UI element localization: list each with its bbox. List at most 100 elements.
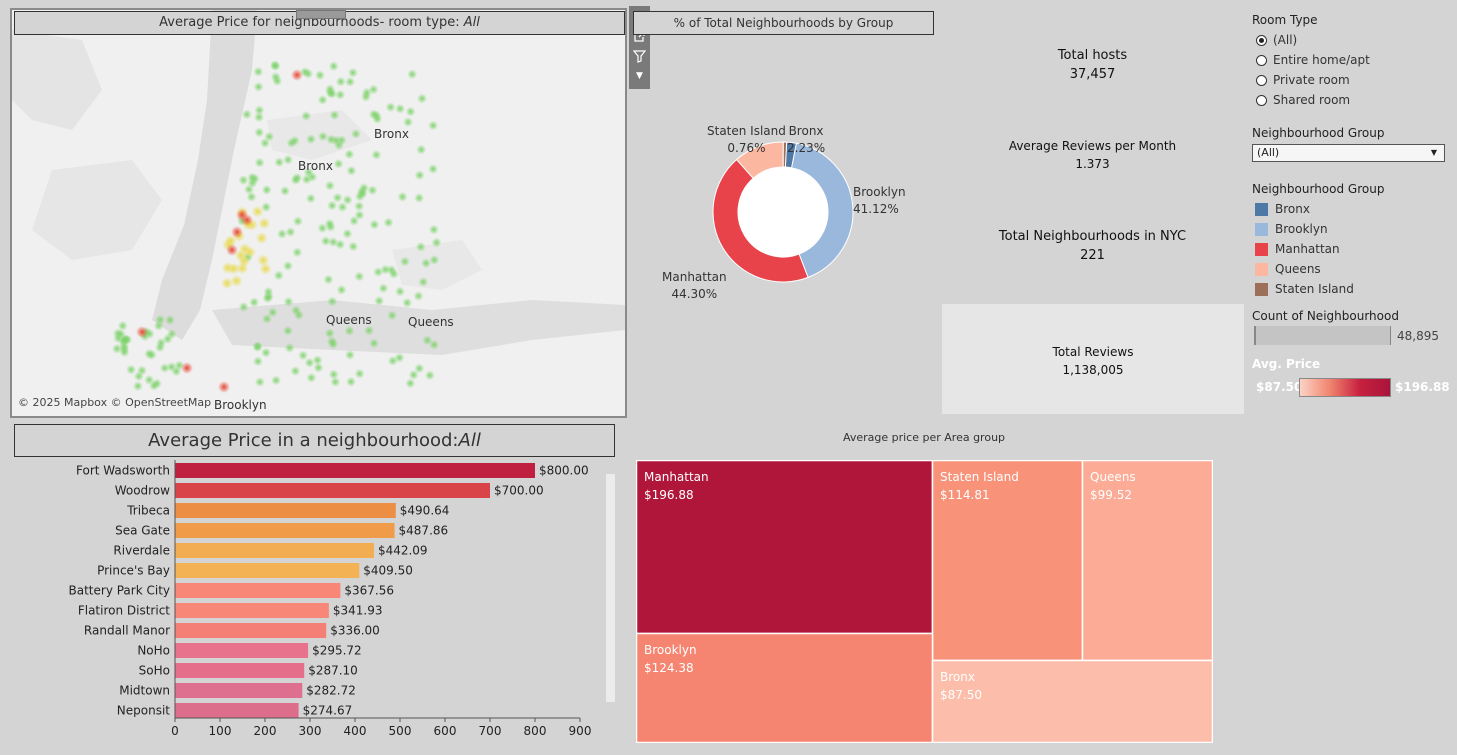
map-density-dot (312, 355, 323, 366)
bar[interactable] (175, 703, 299, 718)
avg-price-legend-title: Avg. Price (1252, 357, 1321, 371)
map-density-dot (359, 182, 370, 193)
map-density-dot (337, 202, 348, 213)
map-density-dot (405, 378, 416, 389)
x-tick-label: 300 (299, 724, 322, 738)
map-density-dot (303, 167, 314, 178)
bar[interactable] (175, 543, 374, 558)
map-label-queens: Queens (326, 313, 372, 327)
map-density-dot (251, 205, 264, 218)
neighbourhood-price-bar-chart[interactable]: Fort Wadsworth $800.00 Woodrow $700.00 Tribe… (10, 460, 610, 750)
bar[interactable] (175, 683, 303, 698)
kpi-avg-reviews: Average Reviews per Month 1.373 (975, 137, 1210, 173)
bar-chart-scrollbar[interactable] (606, 474, 615, 702)
radio-selected-icon[interactable] (1256, 34, 1267, 46)
bar-category-label: Tribeca (126, 504, 170, 518)
donut-label-staten-island-name: Staten Island (707, 124, 786, 138)
filter-icon[interactable] (629, 47, 650, 66)
map-density-dot (261, 202, 272, 213)
radio-icon[interactable] (1256, 74, 1267, 86)
treemap-cell-brooklyn[interactable] (636, 632, 934, 743)
bar[interactable] (175, 463, 535, 478)
kpi-total-reviews: Total Reviews 1,138,005 (942, 343, 1244, 379)
bar[interactable] (175, 503, 396, 518)
legend-item-brooklyn[interactable]: Brooklyn (1255, 222, 1328, 236)
legend-label: Manhattan (1275, 242, 1340, 256)
radio-icon[interactable] (1256, 94, 1267, 106)
radio-room-type-private[interactable]: Private room (1256, 73, 1350, 87)
bar[interactable] (175, 523, 395, 538)
legend-item-queens[interactable]: Queens (1255, 262, 1321, 276)
legend-item-manhattan[interactable]: Manhattan (1255, 242, 1340, 256)
map-density-dot (428, 120, 439, 131)
map-density-dot (252, 341, 263, 352)
map-density-dot (324, 180, 335, 191)
treemap-cell-value: $196.88 (644, 488, 694, 502)
bar-value-label: $336.00 (330, 624, 380, 638)
map-density-dot (324, 218, 335, 229)
radio-room-type-all[interactable]: (All) (1256, 33, 1297, 47)
map-density-dot (291, 69, 303, 81)
map-density-dot (418, 276, 429, 287)
drag-handle[interactable] (296, 10, 346, 19)
bar[interactable] (175, 563, 360, 578)
nyc-price-map[interactable] (12, 10, 625, 416)
kpi-avg-reviews-value: 1.373 (1075, 157, 1110, 171)
map-attribution[interactable]: © 2025 Mapbox © OpenStreetMap (18, 396, 212, 409)
map-density-dot (164, 315, 175, 326)
map-density-dot (277, 228, 288, 239)
treemap-cell-queens[interactable] (1081, 460, 1213, 662)
radio-icon[interactable] (1256, 54, 1267, 66)
map-density-dot (429, 254, 440, 265)
bar[interactable] (175, 603, 329, 618)
map-density-dot (181, 362, 193, 374)
map-density-dot (399, 256, 410, 267)
x-tick-label: 500 (389, 724, 412, 738)
map-density-dot (372, 113, 383, 124)
map-label-bronx-2: Bronx (298, 159, 333, 173)
donut-label-brooklyn-name: Brooklyn (853, 185, 906, 199)
treemap-cell-bronx[interactable] (931, 659, 1213, 743)
radio-room-type-entire[interactable]: Entire home/apt (1256, 53, 1370, 67)
bar[interactable] (175, 623, 327, 638)
treemap-cell-value: $124.38 (644, 661, 694, 675)
map-density-dot (264, 131, 275, 142)
donut-label-bronx-pct: 2.23% (787, 141, 826, 155)
radio-room-type-shared[interactable]: Shared room (1256, 93, 1350, 107)
map-density-dot (255, 232, 268, 245)
map-density-dot (234, 249, 247, 262)
bar[interactable] (175, 643, 309, 658)
legend-swatch (1255, 202, 1268, 216)
neighbourhood-group-select[interactable]: (All) ▼ (1252, 144, 1445, 162)
map-density-dot (336, 284, 347, 295)
bar[interactable] (175, 583, 341, 598)
map-panel[interactable]: Bronx Bronx Queens Queens Brooklyn © 202… (10, 8, 627, 418)
chevron-down-icon[interactable]: ▼ (1430, 148, 1437, 157)
treemap-cell-staten-island[interactable] (931, 460, 1084, 662)
neighbourhood-group-filter-title: Neighbourhood Group (1252, 126, 1385, 140)
map-density-dot (280, 185, 291, 196)
avg-price-legend-min: $87.50 (1256, 380, 1303, 394)
map-density-dot (369, 338, 380, 349)
map-density-dot (403, 117, 414, 128)
bar-category-label: Neponsit (117, 704, 171, 718)
area-group-treemap[interactable]: Manhattan $196.88 Staten Island $114.81 Quee… (636, 460, 1213, 743)
map-density-dot (325, 87, 336, 98)
donut-chart[interactable] (640, 110, 930, 320)
map-density-dot (335, 89, 346, 100)
map-density-dot (395, 286, 406, 297)
map-density-dot (320, 236, 331, 247)
bar[interactable] (175, 663, 305, 678)
treemap-cell-manhattan[interactable] (636, 460, 934, 635)
legend-item-staten-island[interactable]: Staten Island (1255, 282, 1354, 296)
treemap-cell-value: $99.52 (1090, 488, 1132, 502)
bar-category-label: Battery Park City (69, 584, 171, 598)
bar[interactable] (175, 483, 490, 498)
map-density-dot (132, 381, 143, 392)
count-legend-title: Count of Neighbourhood (1252, 309, 1399, 323)
map-density-dot (387, 355, 398, 366)
more-options-icon[interactable]: ▼ (636, 71, 643, 81)
x-tick-label: 400 (344, 724, 367, 738)
map-density-dot (429, 339, 440, 350)
legend-item-bronx[interactable]: Bronx (1255, 202, 1310, 216)
